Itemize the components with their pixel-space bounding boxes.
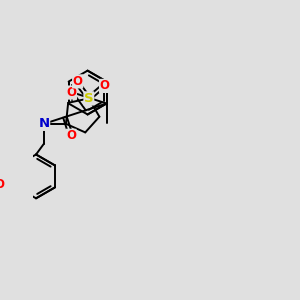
Text: O: O bbox=[73, 75, 83, 88]
Text: O: O bbox=[67, 86, 76, 99]
Text: N: N bbox=[38, 117, 50, 130]
Text: O: O bbox=[66, 129, 76, 142]
Text: O: O bbox=[100, 80, 110, 92]
Text: O: O bbox=[0, 178, 5, 191]
Text: S: S bbox=[84, 92, 94, 105]
